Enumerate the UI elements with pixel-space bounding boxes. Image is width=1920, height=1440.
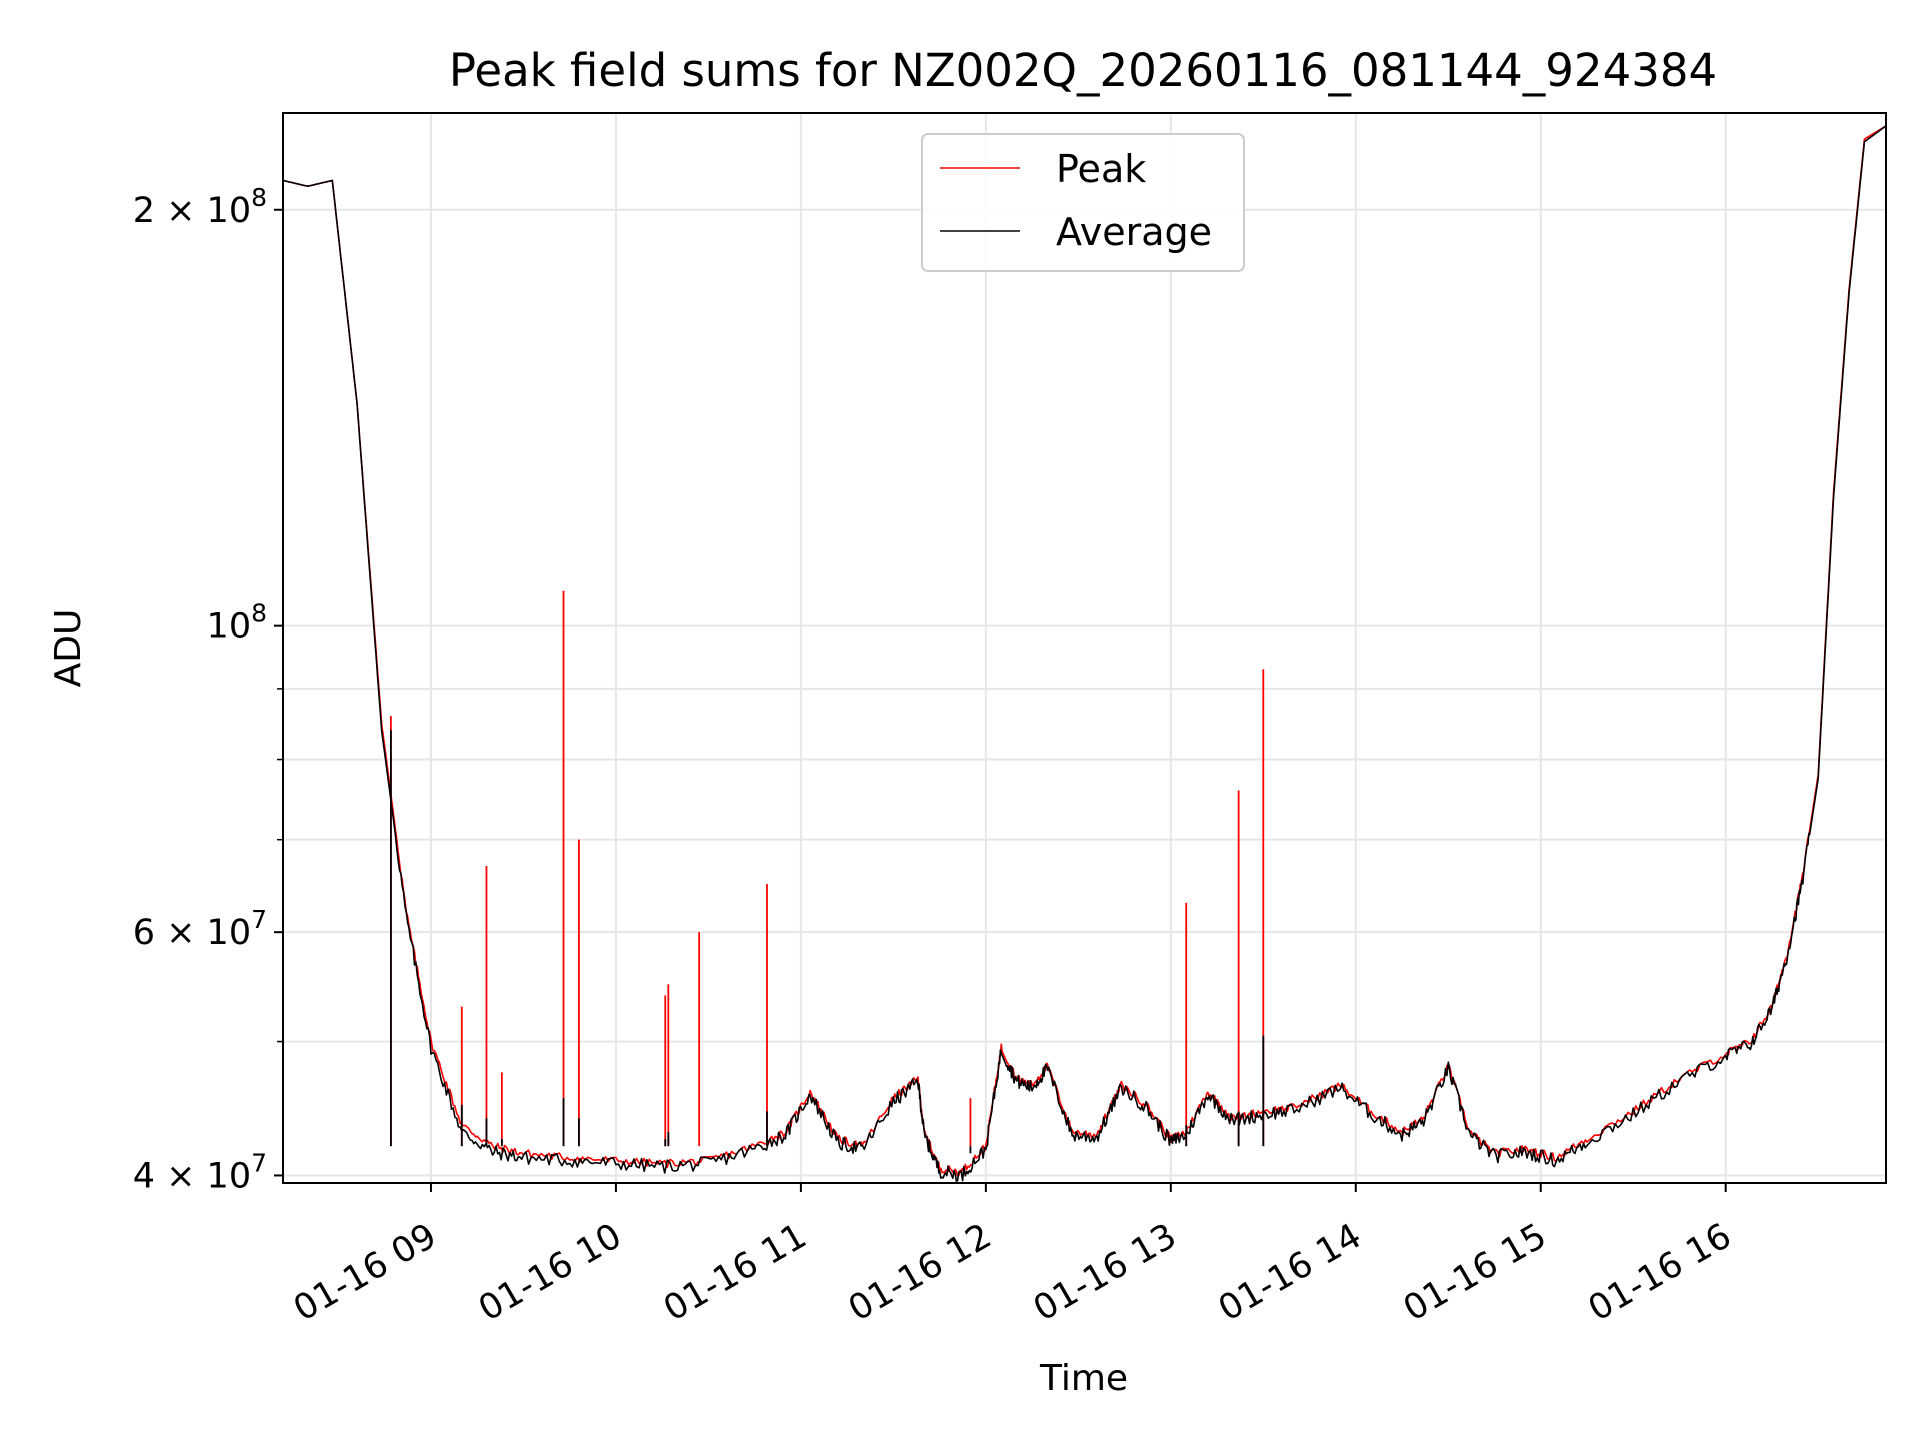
y-tick-label: 6 × 107 xyxy=(133,905,267,953)
y-tick-label: 4 × 107 xyxy=(133,1148,267,1196)
y-axis: 2 × 108 108 6 × 107 4 × 107 xyxy=(133,183,283,1196)
chart-title: Peak field sums for NZ002Q_20260116_0811… xyxy=(449,44,1717,97)
legend-label-peak: Peak xyxy=(1056,147,1146,191)
y-tick-label: 2 × 108 xyxy=(133,183,267,231)
legend-label-average: Average xyxy=(1056,210,1212,254)
series-line-average xyxy=(283,125,1886,1183)
axes-frame xyxy=(282,112,1887,1184)
x-axis-label: Time xyxy=(1039,1358,1128,1399)
grid xyxy=(283,113,1886,1183)
legend: Peak Average xyxy=(921,133,1245,272)
y-axis-label: ADU xyxy=(48,609,89,688)
y-tick-label: 108 xyxy=(207,599,267,647)
plot-area xyxy=(283,125,1886,1183)
